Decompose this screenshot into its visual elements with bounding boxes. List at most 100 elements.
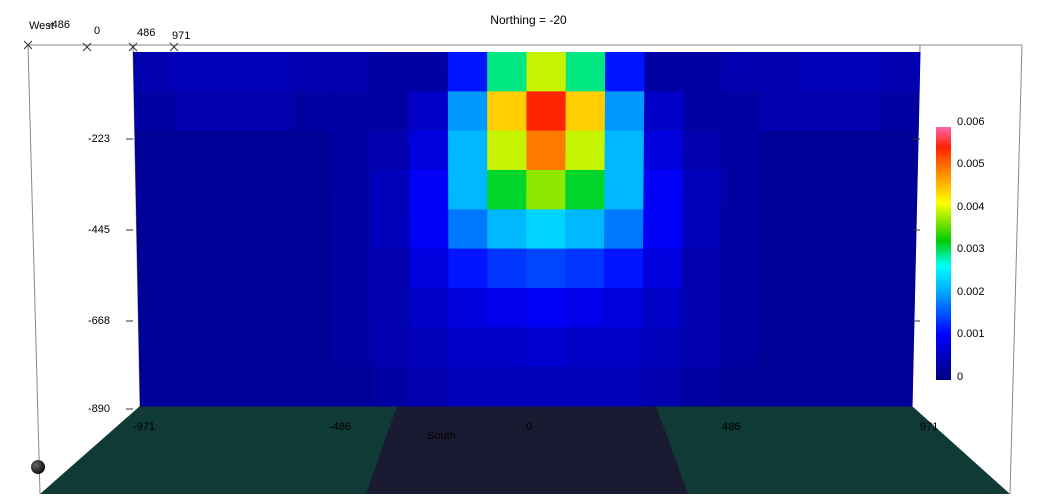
bottom-tick-label: 971 [920, 421, 939, 433]
tick-marks [126, 138, 920, 410]
heatmap-cell [798, 248, 839, 289]
heatmap-cell [448, 209, 488, 250]
corner-markers [23, 40, 179, 52]
heatmap-cell [879, 52, 921, 92]
heatmap-cell [526, 366, 566, 407]
heatmap-cell [175, 209, 216, 250]
heatmap-cell [719, 288, 760, 328]
heatmap-cell [604, 130, 645, 171]
heatmap-cell [643, 130, 684, 171]
heatmap-cell [681, 209, 722, 250]
heatmap-cell [138, 327, 179, 368]
heatmap-cell [136, 248, 178, 289]
heatmap-cell [760, 130, 802, 171]
colorbar-tick-label: 0.003 [957, 243, 985, 255]
heatmap-cell [720, 248, 761, 289]
heatmap-cell [409, 327, 450, 368]
heatmap-cell [643, 91, 685, 132]
heatmap-cell [526, 288, 566, 328]
heatmap-cell [801, 52, 842, 92]
heatmap-cell [835, 327, 876, 368]
heatmap-cell [134, 130, 175, 171]
colorbar-tick-label: 0.002 [957, 286, 985, 298]
heatmap-cell [133, 91, 175, 132]
heatmap-cell [487, 366, 527, 407]
heatmap-cell [216, 366, 257, 407]
heatmap-cell [604, 209, 644, 250]
heatmap-cell [293, 288, 333, 328]
heatmap-cell [215, 288, 256, 328]
heatmap-cell [212, 91, 253, 132]
heatmap-cell [565, 130, 606, 171]
heatmap-cell [837, 209, 878, 250]
heatmap-cell [369, 130, 410, 171]
heatmap-cell [487, 248, 527, 289]
heatmap-cell [564, 288, 605, 328]
heatmap-cell [759, 209, 800, 250]
heatmap-cell [369, 170, 410, 210]
heatmap-cell [642, 327, 682, 368]
heatmap-cell [526, 170, 566, 210]
heatmap-cell [840, 52, 882, 92]
heatmap-cell [834, 366, 875, 407]
heatmap-cell [719, 366, 759, 407]
top-tick-label: 971 [172, 30, 191, 42]
view-orientation-handle[interactable] [31, 460, 45, 474]
heatmap-cell [564, 327, 605, 368]
heatmap-cell [603, 248, 644, 289]
heatmap-cell [836, 248, 878, 289]
heatmap-cell [448, 130, 488, 171]
heatmap-cell [214, 248, 255, 289]
heatmap-cell [448, 366, 488, 407]
top-tick-label: 486 [137, 27, 156, 39]
heatmap-cell [877, 170, 918, 210]
heatmap-cell [798, 209, 839, 250]
heatmap-cell [173, 130, 215, 171]
top-tick-label: 0 [94, 25, 101, 37]
heatmap-cell [331, 209, 371, 250]
heatmap-cell [680, 327, 721, 368]
colorbar-tick-label: 0 [957, 371, 964, 383]
heatmap-cell [565, 248, 605, 289]
heatmap-cell [875, 248, 917, 289]
heatmap-cell [604, 52, 646, 92]
heatmap-cell [761, 91, 802, 132]
heatmap-cell [876, 209, 917, 250]
heatmap-cell [369, 91, 410, 132]
heatmap-cells [133, 52, 921, 407]
heatmap-cell [332, 327, 372, 368]
corner-label-west: West [29, 20, 54, 32]
heatmap-cell [526, 52, 567, 92]
heatmap-cell [875, 288, 916, 328]
heatmap-cell [799, 170, 840, 210]
heatmap-cell [758, 327, 798, 368]
heatmap-cell [796, 327, 837, 368]
heatmap-cell [526, 248, 566, 289]
heatmap-cell [487, 327, 527, 368]
heatmap-cell [487, 209, 527, 250]
heatmap-cell [293, 366, 334, 407]
heatmap-cell [370, 248, 411, 289]
y-tick-label: -890 [88, 403, 111, 415]
heatmap-cell [370, 288, 411, 328]
heatmap-cell [603, 288, 644, 328]
heatmap-cell [448, 288, 488, 328]
chart-title: Northing = -20 [490, 13, 567, 27]
heatmap-cell [682, 170, 723, 210]
heatmap-cell [603, 366, 643, 407]
heatmap-cell [720, 209, 761, 250]
heatmap-cell [331, 288, 372, 328]
heatmap-cell [448, 327, 488, 368]
heatmap-cell [719, 327, 760, 368]
heatmap-cell [683, 52, 724, 92]
heatmap-cell [371, 327, 411, 368]
colorbar-tick-label: 0.005 [957, 158, 985, 170]
bottom-tick-label: 0 [526, 421, 533, 433]
heatmap-cell [879, 91, 920, 132]
heatmap-cell [565, 52, 606, 92]
heatmap-cell [487, 52, 527, 92]
heatmap-cell [408, 130, 449, 171]
heatmap-cell [722, 52, 764, 92]
heatmap-cell [642, 288, 683, 328]
heatmap-cell [487, 170, 527, 210]
